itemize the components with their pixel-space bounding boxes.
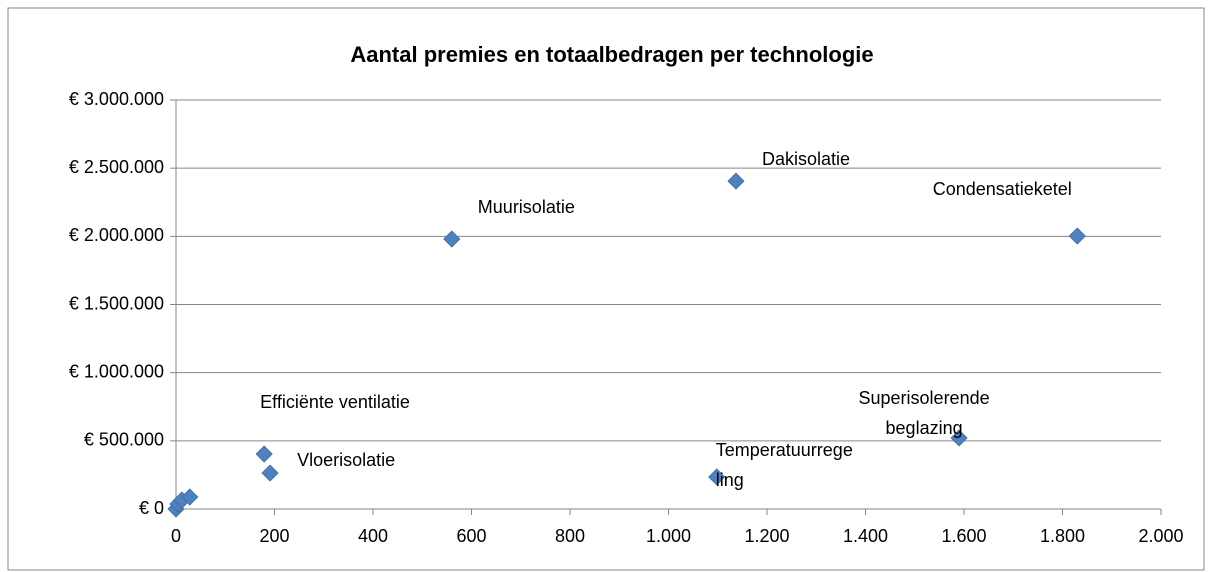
x-tick-label: 200 bbox=[259, 526, 289, 546]
y-tick-label: € 2.500.000 bbox=[69, 157, 164, 177]
x-tick-label: 1.800 bbox=[1040, 526, 1085, 546]
x-tick-label: 1.000 bbox=[646, 526, 691, 546]
x-tick-label: 400 bbox=[358, 526, 388, 546]
y-tick-label: € 500.000 bbox=[84, 430, 164, 450]
marker bbox=[181, 488, 199, 506]
point-label: Temperatuurregeling bbox=[715, 439, 853, 490]
x-tick-label: 800 bbox=[555, 526, 585, 546]
point-label: Vloerisolatie bbox=[297, 450, 396, 470]
point-label: Condensatieketel bbox=[932, 179, 1072, 200]
y-tick-label: € 0 bbox=[139, 498, 164, 518]
point-label: Superisolerende beglazing bbox=[858, 387, 990, 438]
x-tick-label: 0 bbox=[171, 526, 181, 546]
x-tick-label: 1.400 bbox=[843, 526, 888, 546]
y-tick-label: € 1.000.000 bbox=[69, 361, 164, 381]
y-tick-label: € 1.500.000 bbox=[69, 293, 164, 313]
chart-title: Aantal premies en totaalbedragen per tec… bbox=[350, 42, 873, 67]
marker bbox=[708, 468, 726, 486]
x-tick-label: 1.200 bbox=[744, 526, 789, 546]
marker bbox=[261, 464, 279, 482]
marker bbox=[950, 429, 968, 447]
point-label: Dakisolatie bbox=[761, 149, 851, 170]
point-label: Efficiënte ventilatie bbox=[260, 392, 410, 413]
point-label: Muurisolatie bbox=[477, 197, 575, 218]
marker bbox=[443, 230, 461, 248]
marker bbox=[255, 445, 273, 463]
x-tick-label: 2.000 bbox=[1138, 526, 1183, 546]
marker bbox=[727, 172, 745, 190]
chart-border bbox=[7, 7, 1205, 571]
y-tick-label: € 2.000.000 bbox=[69, 225, 164, 245]
x-tick-label: 1.600 bbox=[941, 526, 986, 546]
marker bbox=[1068, 227, 1086, 245]
x-tick-label: 600 bbox=[456, 526, 486, 546]
y-tick-label: € 3.000.000 bbox=[69, 89, 164, 109]
